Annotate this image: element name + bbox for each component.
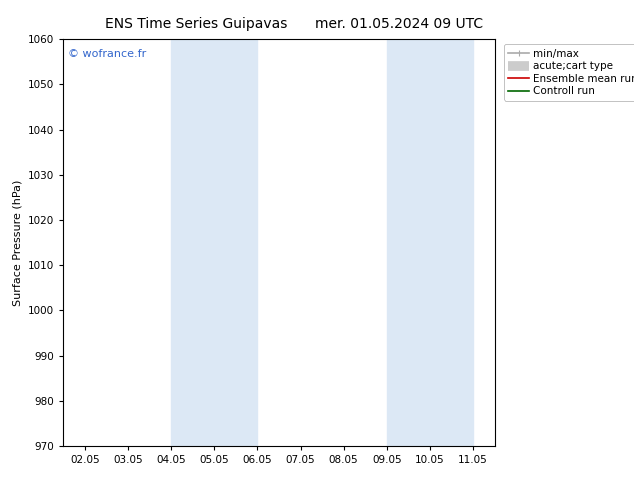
Text: © wofrance.fr: © wofrance.fr [68, 49, 146, 59]
Text: mer. 01.05.2024 09 UTC: mer. 01.05.2024 09 UTC [315, 17, 484, 31]
Bar [214, 39, 257, 446]
Y-axis label: Surface Pressure (hPa): Surface Pressure (hPa) [13, 179, 23, 306]
Bar [387, 39, 430, 446]
Bar [171, 39, 214, 446]
Legend: min/max, acute;cart type, Ensemble mean run, Controll run: min/max, acute;cart type, Ensemble mean … [504, 45, 634, 100]
Bar [430, 39, 473, 446]
Text: ENS Time Series Guipavas: ENS Time Series Guipavas [105, 17, 288, 31]
